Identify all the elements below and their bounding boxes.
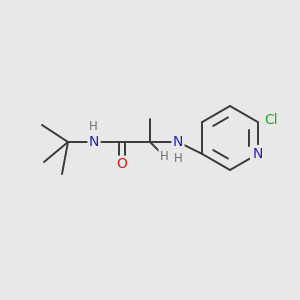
Text: N: N [89, 135, 99, 149]
Text: N: N [253, 147, 263, 161]
Text: N: N [173, 135, 183, 149]
Text: O: O [117, 157, 128, 171]
Text: Cl: Cl [265, 113, 278, 127]
Text: H: H [88, 121, 98, 134]
Text: H: H [174, 152, 182, 166]
Text: H: H [160, 149, 168, 163]
